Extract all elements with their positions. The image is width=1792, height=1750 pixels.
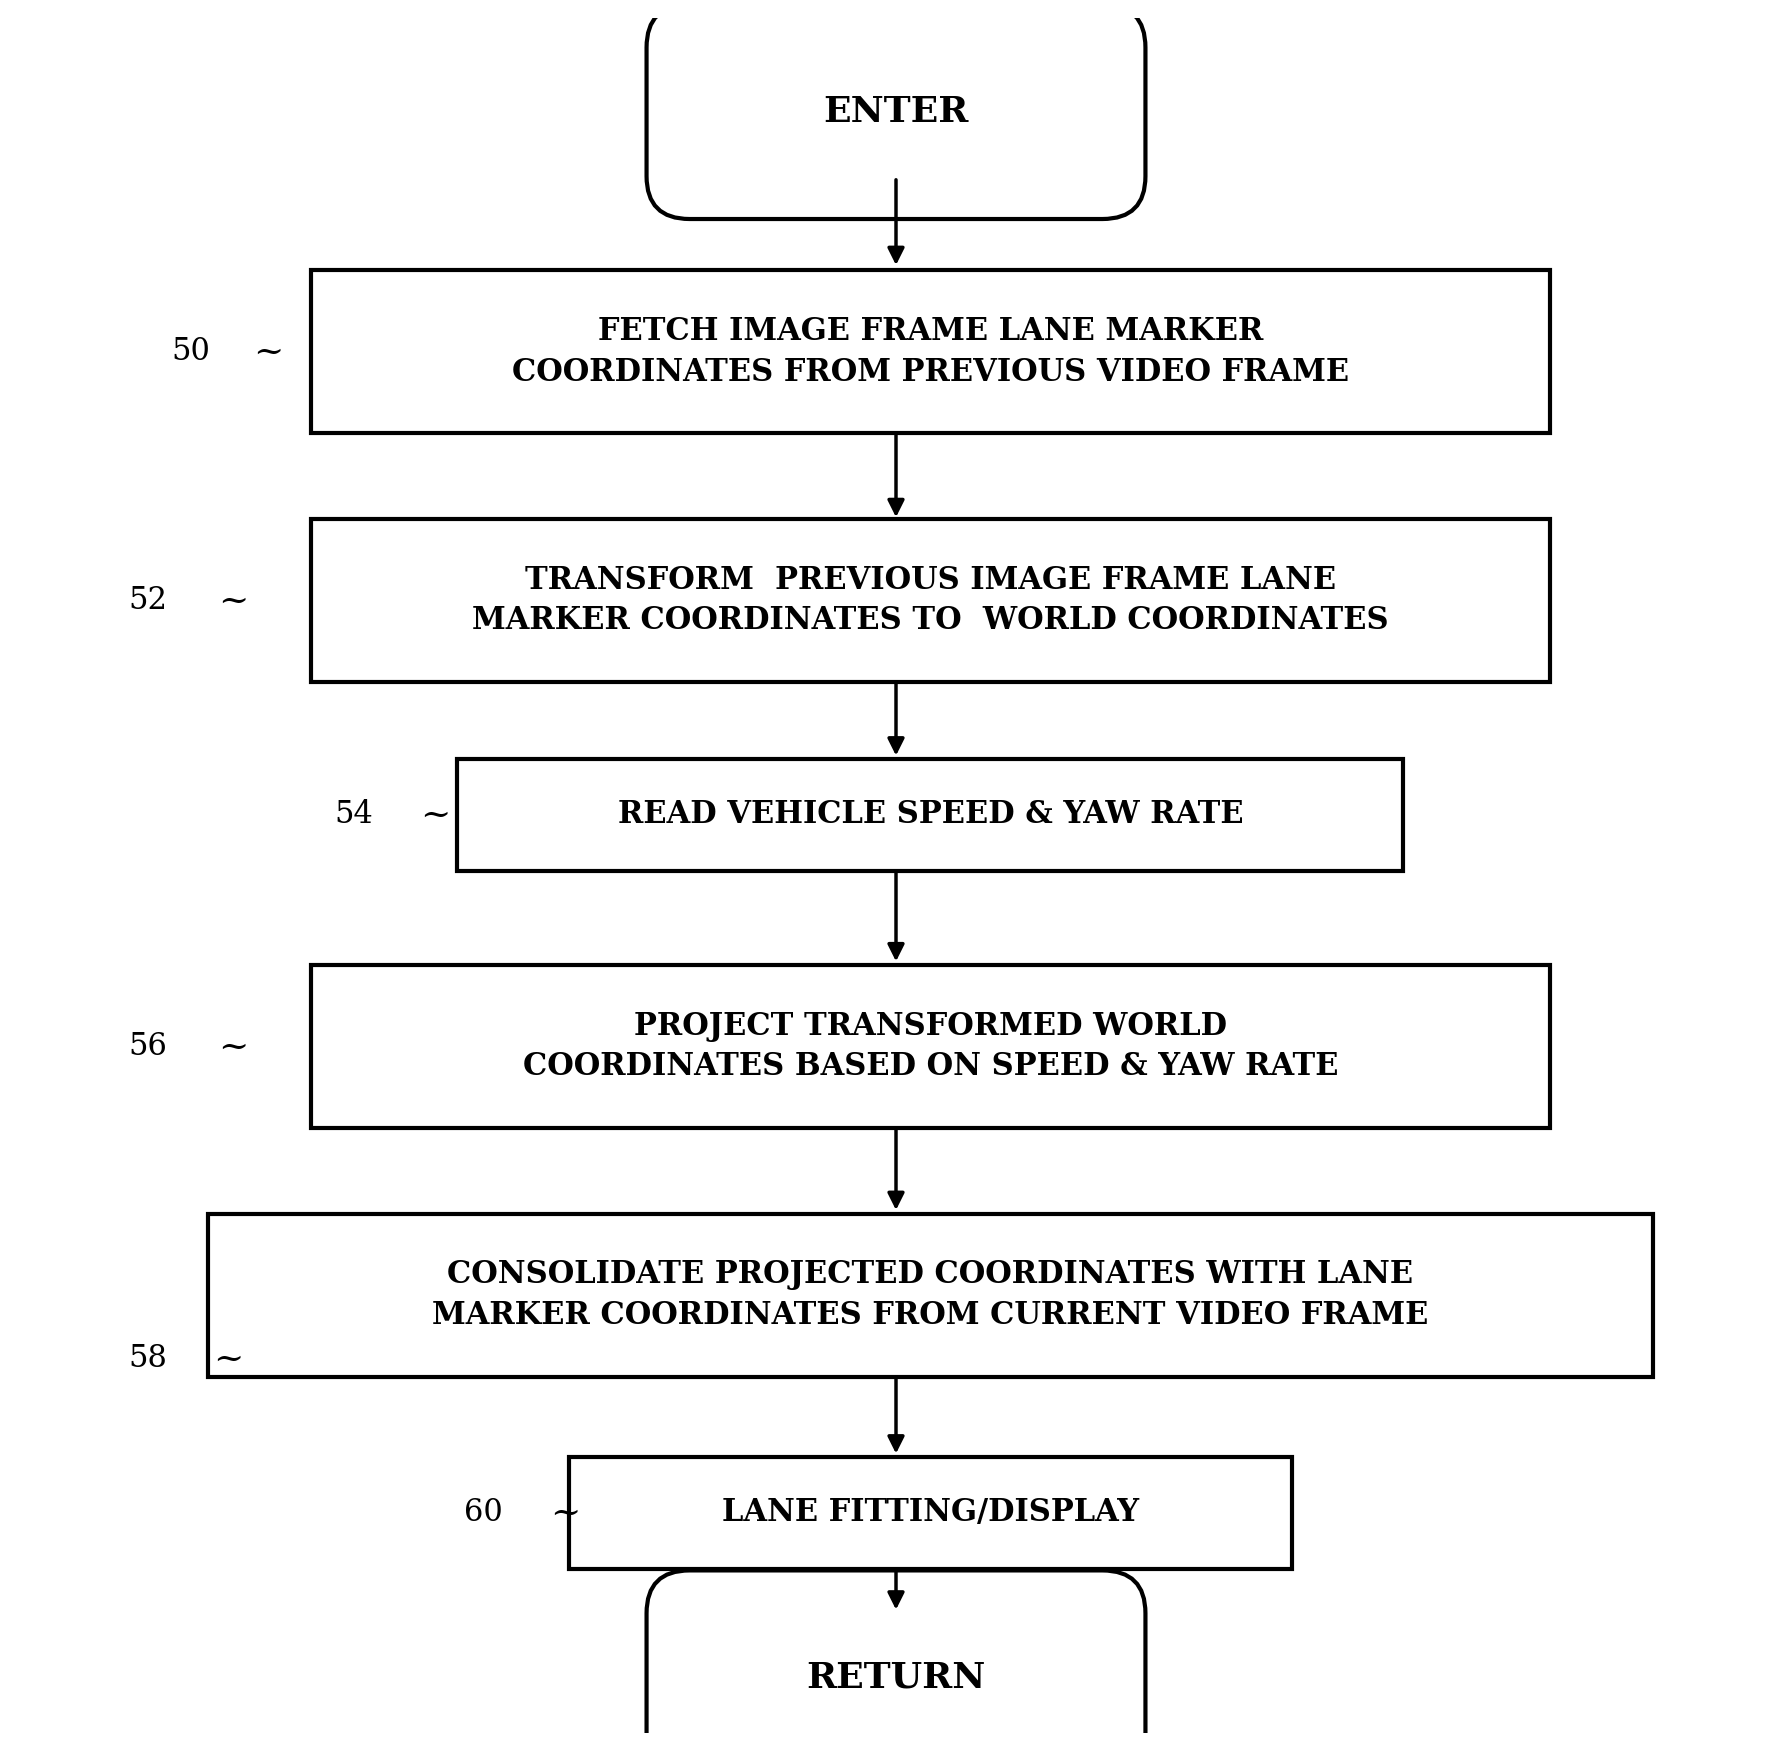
Text: 50: 50 <box>172 336 210 368</box>
Text: 54: 54 <box>335 800 373 831</box>
Bar <box>312 271 1550 434</box>
Text: 60: 60 <box>464 1498 502 1528</box>
Text: ENTER: ENTER <box>823 94 969 130</box>
FancyBboxPatch shape <box>647 5 1145 219</box>
Text: ~: ~ <box>253 334 283 369</box>
Text: READ VEHICLE SPEED & YAW RATE: READ VEHICLE SPEED & YAW RATE <box>618 800 1244 831</box>
Text: RETURN: RETURN <box>806 1661 986 1694</box>
Text: 56: 56 <box>129 1031 167 1062</box>
Bar <box>312 520 1550 682</box>
Bar <box>457 760 1403 872</box>
Text: ~: ~ <box>219 583 249 618</box>
Bar <box>312 964 1550 1129</box>
Text: ~: ~ <box>219 1029 249 1064</box>
Text: ~: ~ <box>419 798 450 831</box>
Text: FETCH IMAGE FRAME LANE MARKER
COORDINATES FROM PREVIOUS VIDEO FRAME: FETCH IMAGE FRAME LANE MARKER COORDINATE… <box>513 317 1349 388</box>
Text: 52: 52 <box>129 584 167 616</box>
Text: LANE FITTING/DISPLAY: LANE FITTING/DISPLAY <box>722 1498 1140 1528</box>
Text: TRANSFORM  PREVIOUS IMAGE FRAME LANE
MARKER COORDINATES TO  WORLD COORDINATES: TRANSFORM PREVIOUS IMAGE FRAME LANE MARK… <box>471 565 1389 637</box>
Text: ~: ~ <box>550 1496 581 1530</box>
Text: ~: ~ <box>213 1342 244 1376</box>
Bar <box>208 1214 1652 1377</box>
Text: 58: 58 <box>129 1344 167 1374</box>
Text: PROJECT TRANSFORMED WORLD
COORDINATES BASED ON SPEED & YAW RATE: PROJECT TRANSFORMED WORLD COORDINATES BA… <box>523 1011 1339 1082</box>
Bar <box>570 1458 1292 1568</box>
Text: CONSOLIDATE PROJECTED COORDINATES WITH LANE
MARKER COORDINATES FROM CURRENT VIDE: CONSOLIDATE PROJECTED COORDINATES WITH L… <box>432 1260 1428 1332</box>
FancyBboxPatch shape <box>647 1570 1145 1750</box>
